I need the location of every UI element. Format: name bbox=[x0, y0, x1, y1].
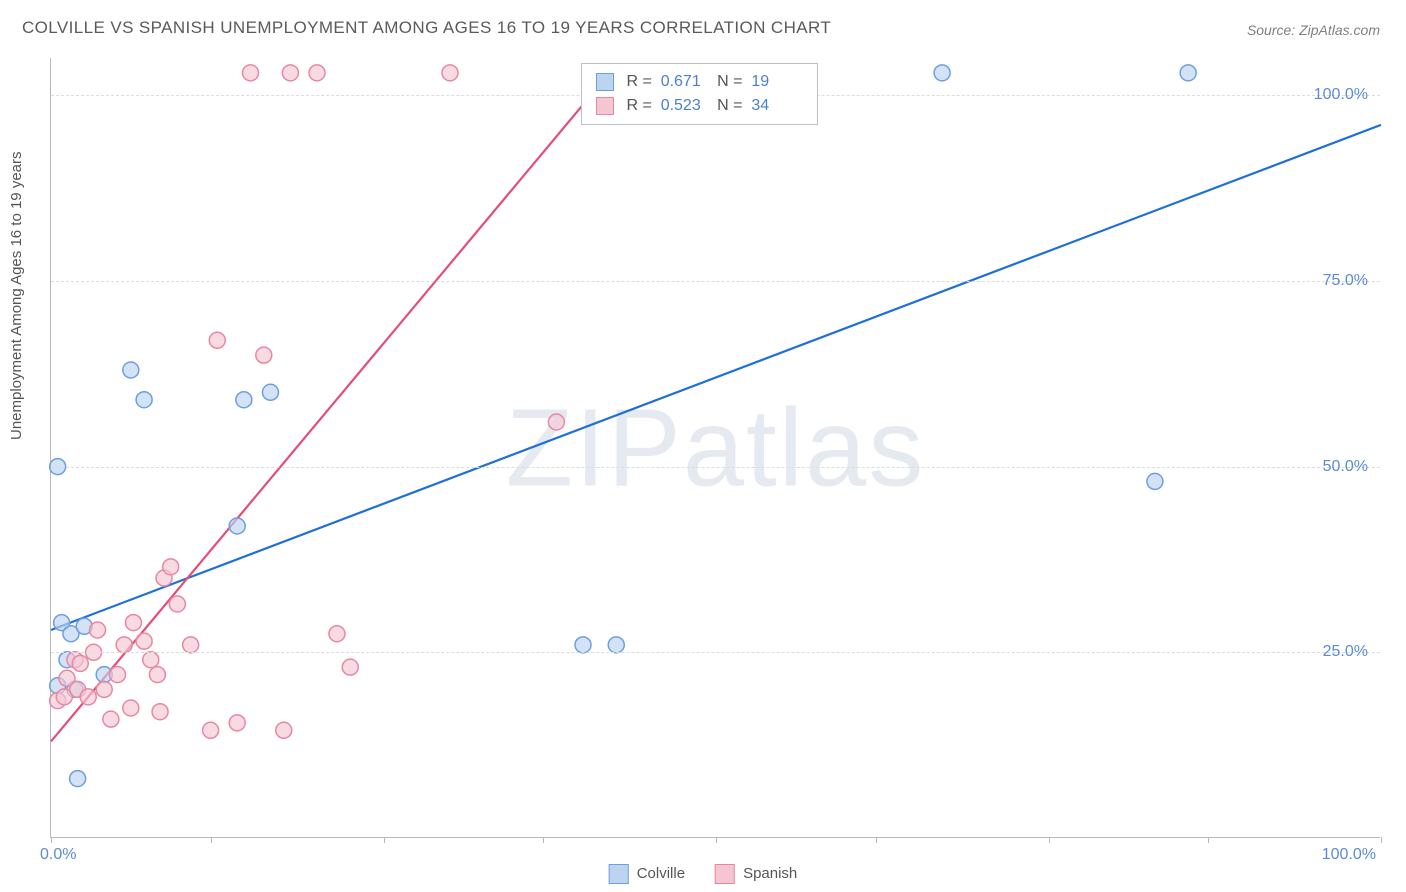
scatter-point bbox=[116, 637, 132, 653]
x-axis-tick bbox=[543, 837, 544, 843]
x-axis-tick-100: 100.0% bbox=[1322, 846, 1376, 864]
scatter-point bbox=[152, 704, 168, 720]
x-axis-tick-0: 0.0% bbox=[40, 846, 76, 864]
y-axis-label: Unemployment Among Ages 16 to 19 years bbox=[8, 151, 25, 440]
r-value: 0.523 bbox=[661, 94, 713, 118]
stats-row: R = 0.671 N = 19 bbox=[596, 70, 803, 94]
legend-item: Colville bbox=[609, 864, 685, 884]
n-value: 34 bbox=[751, 94, 803, 118]
scatter-point bbox=[209, 332, 225, 348]
scatter-point bbox=[229, 518, 245, 534]
y-axis-tick-label: 25.0% bbox=[1323, 643, 1368, 661]
scatter-point bbox=[262, 384, 278, 400]
x-axis-tick bbox=[1049, 837, 1050, 843]
x-axis-tick bbox=[1208, 837, 1209, 843]
y-axis-tick-label: 100.0% bbox=[1314, 86, 1368, 104]
legend: Colville Spanish bbox=[609, 864, 798, 884]
scatter-point bbox=[329, 626, 345, 642]
n-value: 19 bbox=[751, 70, 803, 94]
scatter-point bbox=[90, 622, 106, 638]
scatter-point bbox=[80, 689, 96, 705]
scatter-point bbox=[243, 65, 259, 81]
scatter-point bbox=[136, 392, 152, 408]
scatter-point bbox=[282, 65, 298, 81]
scatter-point bbox=[103, 711, 119, 727]
series-swatch bbox=[596, 97, 614, 115]
legend-swatch bbox=[609, 864, 629, 884]
r-value: 0.671 bbox=[661, 70, 713, 94]
correlation-stats-box: R = 0.671 N = 19 R = 0.523 N = 34 bbox=[581, 63, 818, 125]
scatter-point bbox=[110, 667, 126, 683]
scatter-point bbox=[236, 392, 252, 408]
x-axis-tick bbox=[211, 837, 212, 843]
x-axis-tick bbox=[1381, 837, 1382, 843]
scatter-point bbox=[169, 596, 185, 612]
series-swatch bbox=[596, 73, 614, 91]
scatter-point bbox=[72, 655, 88, 671]
scatter-point bbox=[276, 722, 292, 738]
scatter-point bbox=[548, 414, 564, 430]
x-axis-tick bbox=[716, 837, 717, 843]
scatter-point bbox=[934, 65, 950, 81]
scatter-point bbox=[143, 652, 159, 668]
stats-row: R = 0.523 N = 34 bbox=[596, 94, 803, 118]
scatter-point bbox=[309, 65, 325, 81]
legend-label: Colville bbox=[637, 865, 685, 882]
regression-line bbox=[51, 125, 1381, 630]
scatter-plot-area: ZIPatlas 25.0%50.0%75.0%100.0% R = 0.671… bbox=[50, 58, 1380, 838]
regression-line bbox=[51, 73, 610, 742]
legend-label: Spanish bbox=[743, 865, 797, 882]
legend-swatch bbox=[715, 864, 735, 884]
x-axis-tick bbox=[384, 837, 385, 843]
scatter-point bbox=[342, 659, 358, 675]
scatter-point bbox=[149, 667, 165, 683]
scatter-point bbox=[123, 700, 139, 716]
scatter-point bbox=[608, 637, 624, 653]
scatter-point bbox=[96, 681, 112, 697]
y-axis-tick-label: 50.0% bbox=[1323, 458, 1368, 476]
chart-svg bbox=[51, 58, 1380, 837]
gridline bbox=[51, 652, 1380, 653]
x-axis-tick bbox=[876, 837, 877, 843]
gridline bbox=[51, 467, 1380, 468]
scatter-point bbox=[575, 637, 591, 653]
scatter-point bbox=[70, 771, 86, 787]
scatter-point bbox=[123, 362, 139, 378]
scatter-point bbox=[1180, 65, 1196, 81]
scatter-point bbox=[136, 633, 152, 649]
scatter-point bbox=[163, 559, 179, 575]
legend-item: Spanish bbox=[715, 864, 797, 884]
scatter-point bbox=[183, 637, 199, 653]
scatter-point bbox=[256, 347, 272, 363]
source-attribution: Source: ZipAtlas.com bbox=[1247, 22, 1380, 38]
scatter-point bbox=[229, 715, 245, 731]
y-axis-tick-label: 75.0% bbox=[1323, 272, 1368, 290]
chart-title: COLVILLE VS SPANISH UNEMPLOYMENT AMONG A… bbox=[22, 18, 831, 38]
x-axis-tick bbox=[51, 837, 52, 843]
scatter-point bbox=[203, 722, 219, 738]
scatter-point bbox=[1147, 473, 1163, 489]
scatter-point bbox=[442, 65, 458, 81]
gridline bbox=[51, 281, 1380, 282]
scatter-point bbox=[125, 615, 141, 631]
